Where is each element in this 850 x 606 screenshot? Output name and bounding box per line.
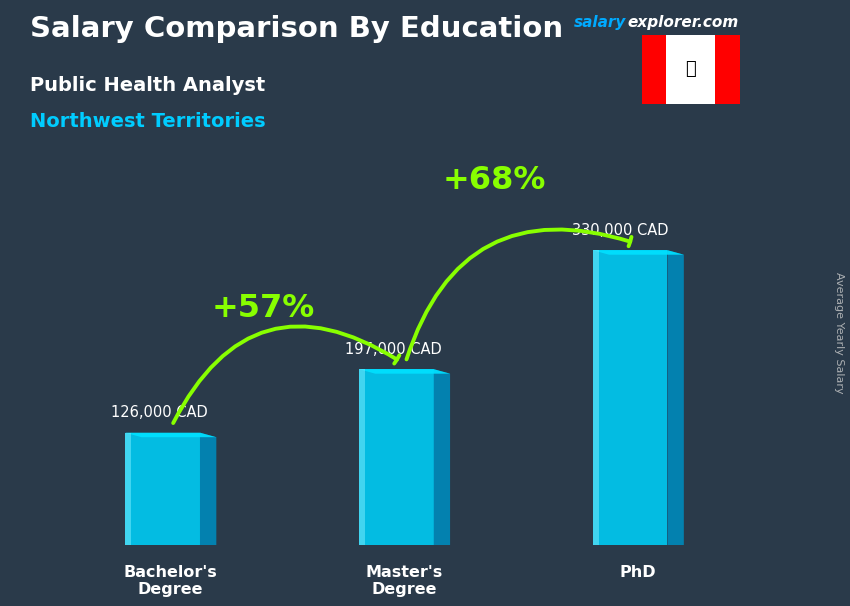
Text: PhD: PhD [620,565,656,580]
Text: explorer.com: explorer.com [627,15,739,30]
Polygon shape [592,250,598,545]
Text: Salary Comparison By Education: Salary Comparison By Education [30,15,563,43]
Polygon shape [200,433,216,550]
Bar [642,35,666,104]
Polygon shape [359,369,450,374]
Text: +68%: +68% [443,165,547,196]
Bar [666,35,715,104]
Text: 197,000 CAD: 197,000 CAD [345,342,442,357]
Text: Average Yearly Salary: Average Yearly Salary [834,273,844,394]
Text: salary: salary [574,15,626,30]
Text: Bachelor's
Degree: Bachelor's Degree [124,565,218,598]
Polygon shape [359,369,434,545]
Polygon shape [592,250,683,255]
Text: 126,000 CAD: 126,000 CAD [111,405,208,420]
Text: 330,000 CAD: 330,000 CAD [571,222,668,238]
Text: 🍁: 🍁 [685,61,696,78]
Text: Public Health Analyst: Public Health Analyst [30,76,265,95]
Bar [715,35,740,104]
Polygon shape [359,369,365,545]
Polygon shape [125,433,131,545]
Polygon shape [592,250,667,545]
Polygon shape [125,433,200,545]
Text: Northwest Territories: Northwest Territories [30,112,265,131]
Polygon shape [125,433,216,437]
Polygon shape [667,250,683,550]
Polygon shape [434,369,450,550]
Text: +57%: +57% [212,293,314,324]
Text: Master's
Degree: Master's Degree [366,565,443,598]
